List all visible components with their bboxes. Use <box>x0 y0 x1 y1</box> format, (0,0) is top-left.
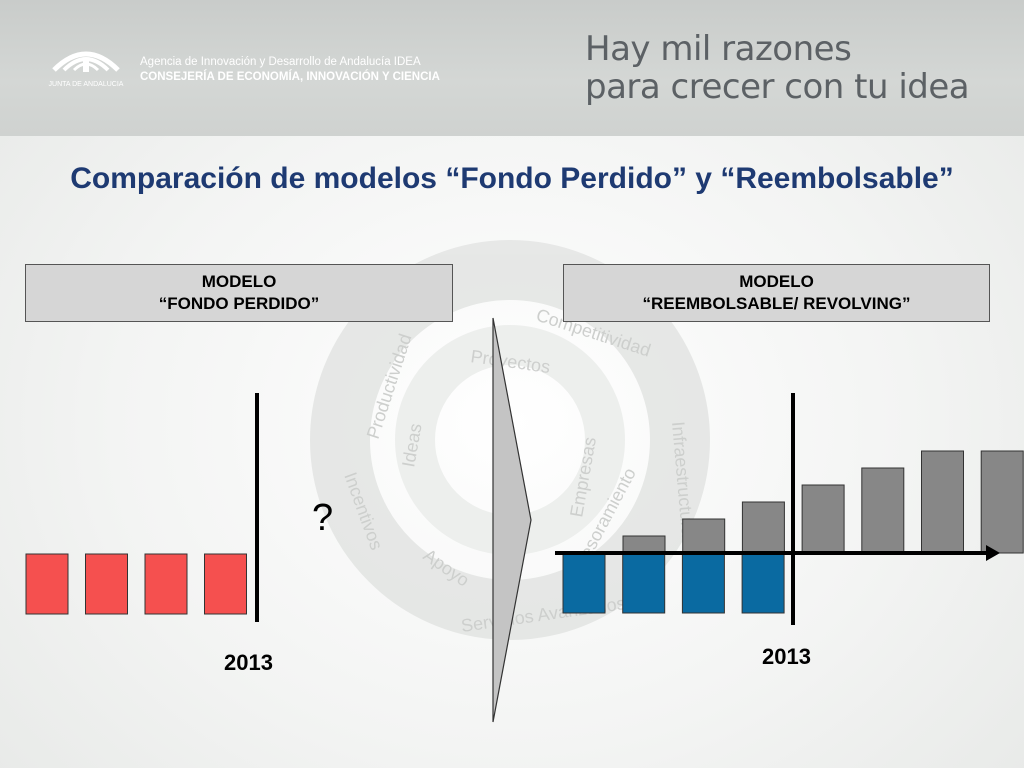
model-fondo-perdido-box: MODELO “FONDO PERDIDO” <box>25 264 453 322</box>
junta-andalucia-logo: JUNTA DE ANDALUCIA <box>49 51 124 88</box>
agency-line-1: Agencia de Innovación y Desarrollo de An… <box>140 56 421 68</box>
red-bar <box>144 553 188 615</box>
gray-bar <box>921 450 964 554</box>
red-bar <box>204 553 247 615</box>
gray-bar <box>801 484 845 554</box>
blue-bar <box>562 552 606 614</box>
slide-title: Comparación de modelos “Fondo Perdido” y… <box>70 162 954 195</box>
model-reembolsable-box: MODELO “REEMBOLSABLE/ REVOLVING” <box>563 264 990 322</box>
transition-arrow-icon <box>492 317 532 723</box>
slogan-line-2: para crecer con tu idea <box>585 67 970 107</box>
question-mark: ? <box>312 497 334 539</box>
background-watermark: Competitividad Proyectos Productividad I… <box>310 240 710 640</box>
gray-bar <box>622 535 666 554</box>
fondo-perdido-bars <box>25 553 247 615</box>
axis-arrow-icon <box>986 545 1000 561</box>
blue-bar <box>741 552 785 614</box>
gray-bar <box>861 467 905 554</box>
reembolsable-bars <box>562 450 1024 614</box>
gray-bar <box>682 518 726 554</box>
model-name: “FONDO PERDIDO” <box>158 294 320 313</box>
blue-bar <box>681 552 725 614</box>
agency-name: Agencia de Innovación y Desarrollo de An… <box>140 55 440 85</box>
red-bar <box>85 553 128 615</box>
gray-bar <box>741 501 785 554</box>
slogan: Hay mil razones para crecer con tu idea <box>585 29 970 107</box>
agency-line-2: CONSEJERÍA DE ECONOMÍA, INNOVACIÓN Y CIE… <box>140 71 440 83</box>
right-year-label: 2013 <box>762 644 811 669</box>
model-name: “REEMBOLSABLE/ REVOLVING” <box>642 294 911 313</box>
red-bar <box>25 553 69 615</box>
slogan-line-1: Hay mil razones <box>585 29 852 69</box>
blue-bar <box>622 552 666 614</box>
left-year-label: 2013 <box>224 650 273 675</box>
model-label: MODELO <box>201 272 277 291</box>
header-banner: JUNTA DE ANDALUCIA Agencia de Innovación… <box>0 0 1024 136</box>
logo-text: JUNTA DE ANDALUCIA <box>49 81 124 88</box>
model-label: MODELO <box>739 272 814 291</box>
gray-bar <box>980 450 1024 554</box>
